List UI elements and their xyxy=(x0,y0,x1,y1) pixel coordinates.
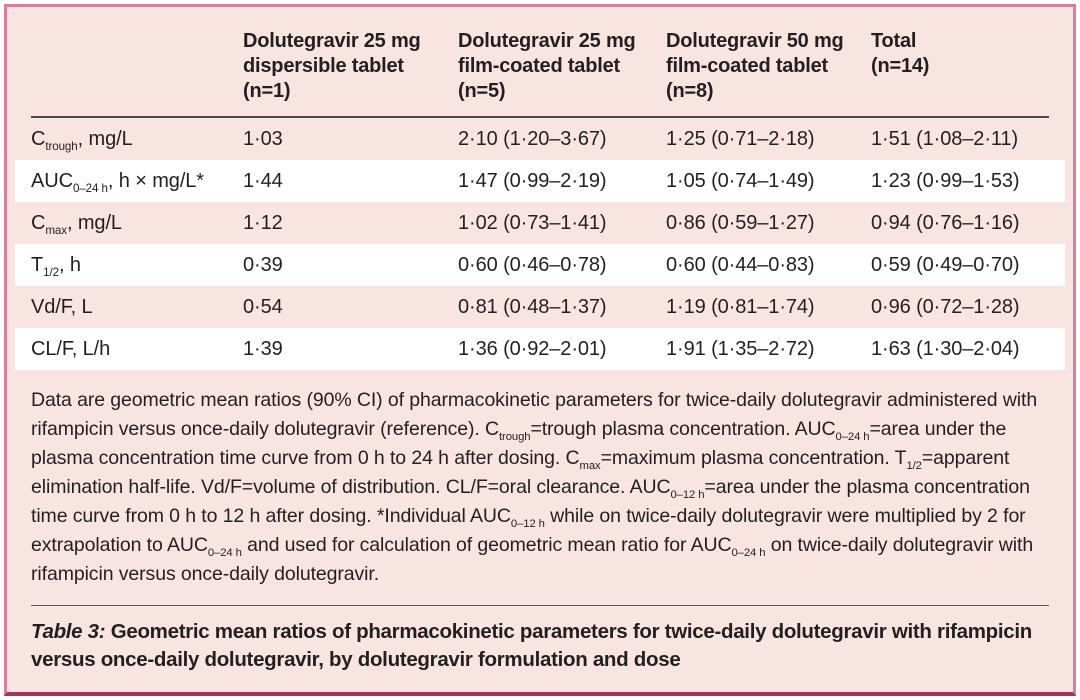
value-cell: 1·25 (0·71–2·18) xyxy=(666,127,815,150)
value-cell: 0·60 (0·46–0·78) xyxy=(458,253,607,276)
caption-text: Geometric mean ratios of pharmacokinetic… xyxy=(31,620,1033,671)
value-cell: 0·59 (0·49–0·70) xyxy=(871,253,1020,276)
value-cell: 0·39 xyxy=(243,253,283,276)
table-header: Dolutegravir 25 mg dispersible tablet (n… xyxy=(31,7,1049,116)
parameter-label: T1/2, h xyxy=(31,253,81,279)
value-cell: 1·47 (0·99–2·19) xyxy=(458,169,607,192)
table-row: Ctrough, mg/L 1·03 2·10 (1·20–3·67) 1·25 (0… xyxy=(15,118,1065,160)
value-cell: 1·03 xyxy=(243,127,283,150)
table-row: Cmax, mg/L 1·12 1·02 (0·73–1·41) 0·86 (0·59… xyxy=(15,202,1065,244)
value-cell: 1·12 xyxy=(243,211,283,234)
parameter-label: Vd/F, L xyxy=(31,295,93,318)
header-divider xyxy=(31,116,1049,118)
parameter-label: Cmax, mg/L xyxy=(31,211,122,237)
value-cell: 2·10 (1·20–3·67) xyxy=(458,127,607,150)
table-row: AUC0–24 h, h × mg/L* 1·44 1·47 (0·99–2·19)… xyxy=(15,160,1065,202)
table-row: CL/F, L/h 1·39 1·36 (0·92–2·01) 1·91 (1·35–… xyxy=(15,328,1065,370)
column-header: Dolutegravir 25 mg film-coated tablet (n… xyxy=(458,30,636,102)
column-header: Total (n=14) xyxy=(871,30,930,77)
value-cell: 1·05 (0·74–1·49) xyxy=(666,169,815,192)
table-row: T1/2, h 0·39 0·60 (0·46–0·78) 0·60 (0·44–0·… xyxy=(15,244,1065,286)
value-cell: 0·94 (0·76–1·16) xyxy=(871,211,1020,234)
table-caption: Table 3: Geometric mean ratios of pharma… xyxy=(31,618,1049,674)
row-header-spacer xyxy=(31,29,243,104)
caption-label: Table 3: xyxy=(31,620,106,643)
value-cell: 1·19 (0·81–1·74) xyxy=(666,295,815,318)
value-cell: 0·54 xyxy=(243,295,283,318)
value-cell: 1·23 (0·99–1·53) xyxy=(871,169,1020,192)
table-body: Ctrough, mg/L 1·03 2·10 (1·20–3·67) 1·25 (0… xyxy=(15,118,1065,370)
parameter-label: AUC0–24 h, h × mg/L* xyxy=(31,169,204,195)
parameter-label: Ctrough, mg/L xyxy=(31,127,133,153)
parameter-label: CL/F, L/h xyxy=(31,337,111,360)
table-footnote: Data are geometric mean ratios (90% CI) … xyxy=(31,389,1038,585)
value-cell: 1·44 xyxy=(243,169,283,192)
column-header: Dolutegravir 25 mg dispersible tablet (n… xyxy=(243,30,421,102)
value-cell: 1·91 (1·35–2·72) xyxy=(666,337,815,360)
value-cell: 1·39 xyxy=(243,337,283,360)
value-cell: 1·63 (1·30–2·04) xyxy=(871,337,1020,360)
value-cell: 0·86 (0·59–1·27) xyxy=(666,211,815,234)
value-cell: 0·60 (0·44–0·83) xyxy=(666,253,815,276)
value-cell: 1·36 (0·92–2·01) xyxy=(458,337,607,360)
value-cell: 1·51 (1·08–2·11) xyxy=(871,127,1019,150)
table-row: Vd/F, L 0·54 0·81 (0·48–1·37) 1·19 (0·81–1·… xyxy=(15,286,1065,328)
table-panel: Dolutegravir 25 mg dispersible tablet (n… xyxy=(4,4,1076,696)
value-cell: 1·02 (0·73–1·41) xyxy=(458,211,607,234)
caption-divider xyxy=(31,605,1049,606)
column-header: Dolutegravir 50 mg film-coated tablet (n… xyxy=(666,30,844,102)
value-cell: 0·96 (0·72–1·28) xyxy=(871,295,1020,318)
value-cell: 0·81 (0·48–1·37) xyxy=(458,295,607,318)
